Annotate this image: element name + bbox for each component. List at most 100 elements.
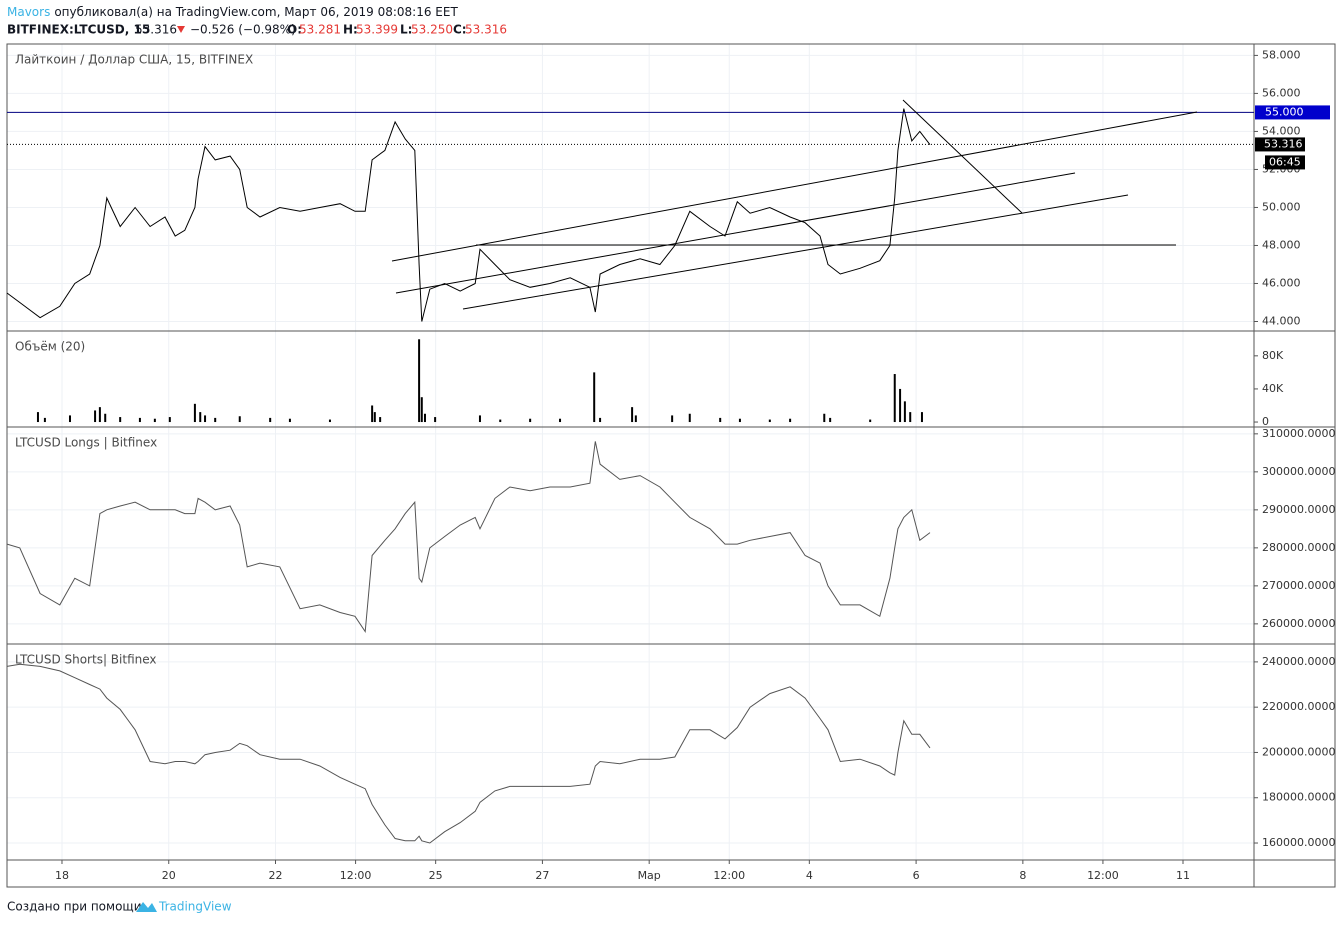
volume-bar — [899, 388, 902, 423]
volume-bar — [768, 419, 771, 423]
volume-bar — [420, 397, 423, 423]
volume-bar — [36, 412, 39, 423]
y-tick-label: 280000.0000 — [1262, 541, 1335, 554]
x-tick-label: 22 — [269, 869, 283, 882]
trend-line[interactable] — [391, 111, 1198, 262]
ohlc-key: O: — [287, 23, 302, 37]
volume-bar — [238, 416, 241, 423]
volume-bar — [199, 412, 202, 423]
volume-bar — [43, 417, 46, 423]
marks-layer — [6, 108, 1254, 844]
volume-bar — [119, 417, 122, 423]
volume-bar — [593, 372, 596, 423]
frame-box — [6, 43, 1336, 888]
series-line — [6, 663, 931, 844]
volume-bar — [634, 415, 637, 423]
volume-bar — [434, 417, 437, 423]
y-tick-label: 240000.0000 — [1262, 655, 1335, 668]
logo[interactable] — [136, 902, 157, 912]
pane-title: LTCUSD Longs | Bitfinex — [15, 436, 157, 450]
y-tick-label: 48.000 — [1262, 238, 1301, 251]
x-tick-label: 27 — [535, 869, 549, 882]
trend-line[interactable] — [395, 172, 1076, 294]
volume-bar — [920, 412, 923, 423]
volume-bar — [153, 418, 156, 423]
volume-bar — [893, 374, 896, 423]
y-tick-label: 40K — [1262, 382, 1284, 395]
volume-bar — [68, 415, 71, 423]
ohlc-value: 53.250 — [411, 23, 453, 37]
header-line: Mavors опубликовал(а) на TradingView.com,… — [7, 5, 458, 19]
change: −0.526 (−0.98%) — [190, 23, 296, 37]
volume-bar — [371, 405, 374, 423]
y-tick-label: 180000.0000 — [1262, 791, 1335, 804]
y-tick-label: 0 — [1262, 415, 1269, 428]
volume-bar — [418, 339, 421, 423]
countdown-box — [1265, 155, 1305, 170]
volume-bar — [328, 419, 331, 423]
ohlc-value: 53.316 — [465, 23, 507, 37]
countdown-label: 06:45 — [1269, 155, 1301, 168]
x-tick-label: 11 — [1176, 869, 1190, 882]
y-tick-label: 220000.0000 — [1262, 700, 1335, 713]
y-tick-label: 50.000 — [1262, 200, 1301, 213]
y-tick-label: 58.000 — [1262, 48, 1301, 61]
x-tick-label: 25 — [429, 869, 443, 882]
ohlc-key: H: — [343, 23, 358, 37]
x-tick-label: 6 — [913, 869, 920, 882]
level-box — [1255, 105, 1330, 120]
volume-bar — [379, 417, 382, 423]
x-tick-label: Мар — [638, 869, 661, 882]
brand[interactable]: TradingView — [158, 900, 232, 914]
volume-bar — [671, 415, 674, 423]
published: опубликовал(а) на TradingView.com, Март … — [54, 5, 458, 19]
volume-bar — [909, 412, 912, 423]
footer-text: Создано при помощи — [7, 900, 142, 914]
volume-bar — [829, 417, 832, 423]
y-tick-label: 80K — [1262, 349, 1284, 362]
x-tick-label: 8 — [1019, 869, 1026, 882]
volume-bar — [903, 401, 906, 423]
y-tick-label: 44.000 — [1262, 314, 1301, 327]
volume-bar — [499, 419, 502, 423]
volume-bar — [559, 418, 562, 423]
y-tick-label: 270000.0000 — [1262, 579, 1335, 592]
volume-bar — [269, 417, 272, 423]
volume-bar — [204, 415, 207, 423]
x-tick-label: 18 — [55, 869, 69, 882]
y-tick-label: 260000.0000 — [1262, 617, 1335, 630]
pane-title: Лайткоин / Доллар США, 15, BITFINEX — [15, 53, 253, 67]
volume-bar — [529, 418, 532, 423]
trend-line[interactable] — [462, 194, 1129, 310]
volume-bar — [688, 413, 691, 423]
volume-bar — [738, 418, 741, 423]
pane-title: LTCUSD Shorts| Bitfinex — [15, 653, 157, 667]
volume-bar — [288, 418, 291, 423]
author[interactable]: Mavors — [7, 5, 50, 19]
volume-bar — [423, 413, 426, 423]
volume-bar — [168, 417, 171, 423]
drawings — [391, 99, 1198, 310]
last-price-box — [1255, 137, 1305, 152]
series-line — [6, 441, 931, 633]
x-tick-label: 20 — [162, 869, 176, 882]
pane-title: Объём (20) — [15, 340, 85, 354]
ohlc-key: C: — [453, 23, 467, 37]
volume-bar — [94, 410, 97, 423]
volume-bar — [104, 413, 107, 423]
trend-line[interactable] — [902, 99, 1023, 214]
volume-bar — [823, 413, 826, 423]
frame — [6, 43, 1336, 888]
volume-bar — [789, 418, 792, 423]
y-tick-label: 200000.0000 — [1262, 745, 1335, 758]
labels-layer: Лайткоин / Доллар США, 15, BITFINEX 44.00… — [15, 48, 1335, 882]
volume-bar — [193, 403, 196, 423]
x-tick-label: 4 — [806, 869, 813, 882]
y-tick-label: 56.000 — [1262, 86, 1301, 99]
ohlc-key: L: — [400, 23, 412, 37]
volume-bar — [599, 417, 602, 423]
y-tick-label: 290000.0000 — [1262, 503, 1335, 516]
x-tick-label: 12:00 — [340, 869, 372, 882]
ohlc-value: 53.399 — [356, 23, 398, 37]
volume-bar — [138, 417, 141, 423]
